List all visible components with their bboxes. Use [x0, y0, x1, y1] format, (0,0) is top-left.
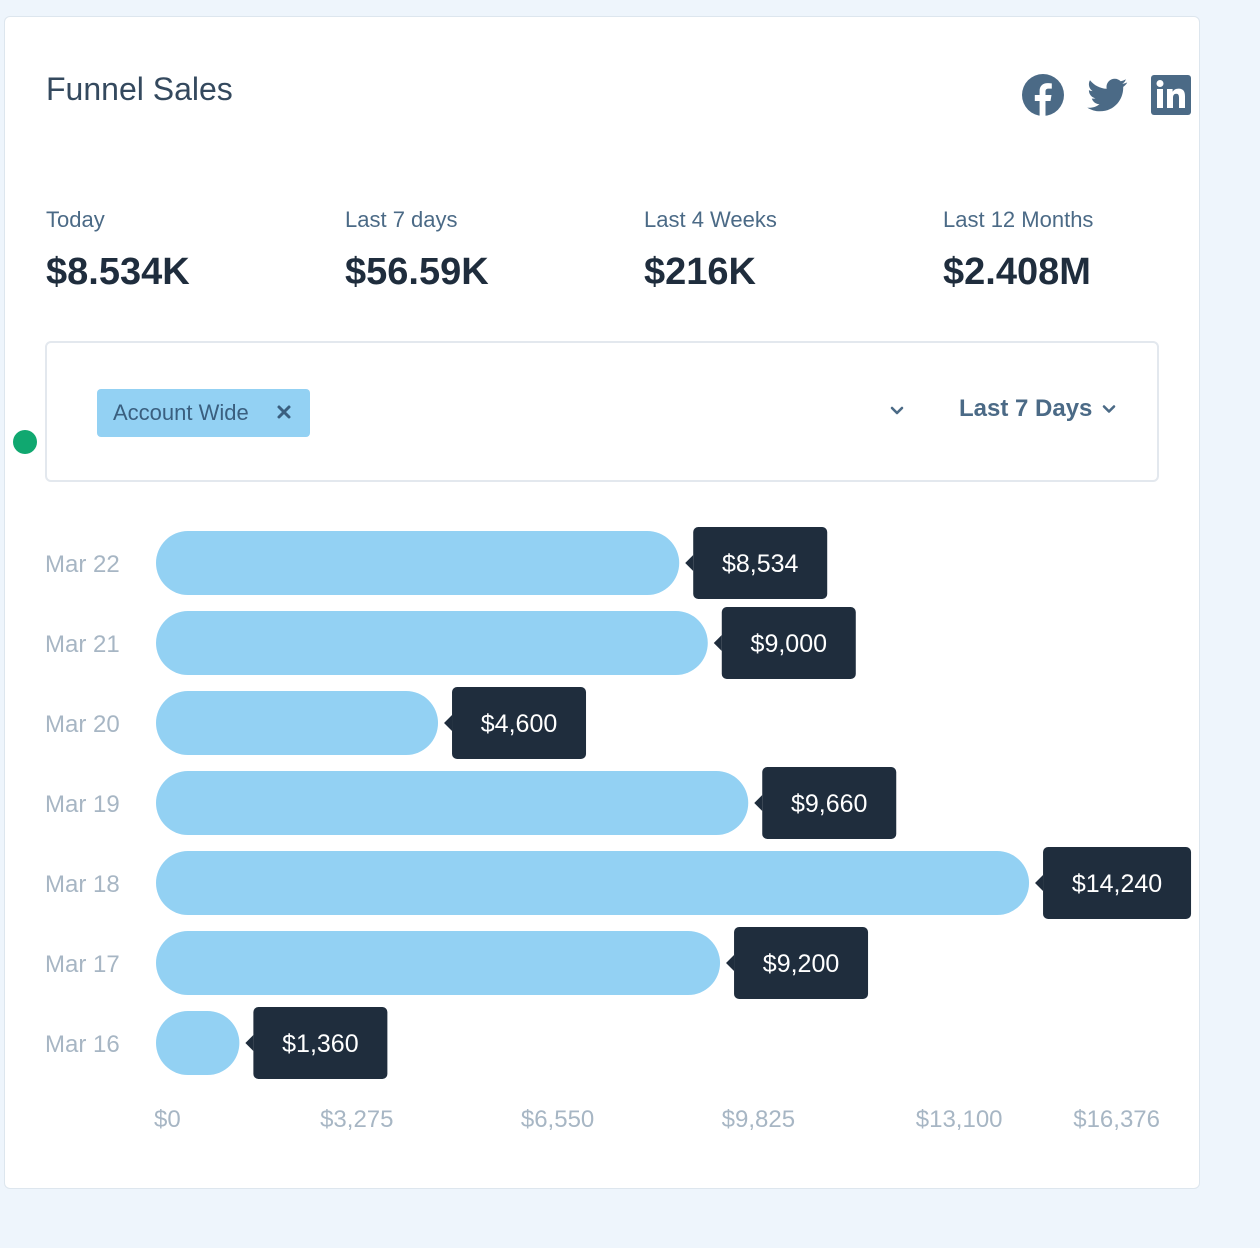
value-tooltip — [1043, 847, 1192, 919]
value-tooltip — [452, 687, 587, 759]
category-label: Mar 21 — [45, 631, 120, 658]
value-label: $9,200 — [763, 950, 839, 978]
stat-label: Today — [46, 207, 105, 232]
value-label: $4,600 — [481, 710, 557, 738]
tooltip-pointer — [685, 555, 694, 571]
stat-value: $8.534K — [46, 251, 190, 293]
stats-row: Today $8.534K Last 7 days $56.59K Last 4… — [46, 207, 1176, 307]
category-label: Mar 16 — [45, 1031, 120, 1058]
value-label: $1,360 — [282, 1030, 358, 1058]
account-filter-chip[interactable]: Account Wide — [97, 389, 310, 437]
chevron-down-icon — [1103, 405, 1116, 413]
chevron-down-icon[interactable] — [887, 401, 907, 421]
stat-label: Last 12 Months — [943, 207, 1094, 232]
value-tooltip — [253, 1007, 388, 1079]
bar — [156, 931, 721, 995]
bar — [156, 691, 439, 755]
value-tooltip — [721, 607, 856, 679]
category-label: Mar 19 — [45, 791, 120, 818]
social-links — [1021, 73, 1213, 117]
x-tick-label: $3,275 — [320, 1106, 393, 1133]
close-icon[interactable] — [274, 402, 294, 422]
category-label: Mar 18 — [45, 871, 120, 898]
bar — [156, 611, 708, 675]
date-range-label: Last 7 Days — [959, 395, 1093, 422]
tooltip-pointer — [444, 715, 453, 731]
category-label: Mar 17 — [45, 951, 120, 978]
stat-last-7-days: Last 7 days $56.59K — [345, 207, 489, 294]
stat-label: Last 7 days — [345, 207, 458, 232]
bar — [156, 531, 680, 595]
value-tooltip — [762, 767, 897, 839]
bar — [156, 851, 1030, 915]
value-label: $9,660 — [791, 790, 867, 818]
stat-today: Today $8.534K — [46, 207, 190, 294]
stat-last-4-weeks: Last 4 Weeks $216K — [644, 207, 777, 294]
category-label: Mar 22 — [45, 551, 120, 578]
tooltip-pointer — [754, 795, 763, 811]
value-label: $9,000 — [751, 630, 827, 658]
funnel-bar-chart: Mar 22 $8,534 Mar 21 $9,000 Mar 20 $4,600 Mar … — [45, 527, 1192, 1133]
tooltip-pointer — [713, 635, 722, 651]
stat-value: $2.408M — [943, 251, 1091, 293]
tooltip-pointer — [726, 955, 735, 971]
category-label: Mar 20 — [45, 711, 120, 738]
date-range-select[interactable]: Last 7 Days — [959, 395, 1118, 423]
x-tick-label: $9,825 — [722, 1106, 795, 1133]
x-tick-label: $0 — [154, 1106, 181, 1133]
tooltip-pointer — [245, 1035, 254, 1051]
chip-label: Account Wide — [113, 400, 249, 425]
facebook-icon[interactable] — [1021, 73, 1065, 117]
stat-value: $56.59K — [345, 251, 489, 293]
stat-value: $216K — [644, 251, 756, 293]
x-tick-label: $13,100 — [916, 1106, 1003, 1133]
twitter-icon[interactable] — [1085, 73, 1129, 117]
value-label: $8,534 — [722, 550, 799, 578]
bar — [156, 771, 749, 835]
tooltip-pointer — [1035, 875, 1044, 891]
linkedin-icon[interactable] — [1149, 73, 1193, 117]
bar — [156, 1011, 240, 1075]
status-indicator — [13, 430, 37, 454]
stat-label: Last 4 Weeks — [644, 207, 777, 232]
card-title: Funnel Sales — [46, 71, 233, 107]
x-tick-label: $6,550 — [521, 1106, 594, 1133]
stat-last-12-months: Last 12 Months $2.408M — [943, 207, 1093, 294]
filter-bar: Account Wide Last 7 Days — [45, 341, 1159, 482]
x-tick-label: $16,376 — [1073, 1106, 1160, 1133]
value-label: $14,240 — [1072, 870, 1162, 898]
value-tooltip — [693, 527, 828, 599]
value-tooltip — [734, 927, 869, 999]
